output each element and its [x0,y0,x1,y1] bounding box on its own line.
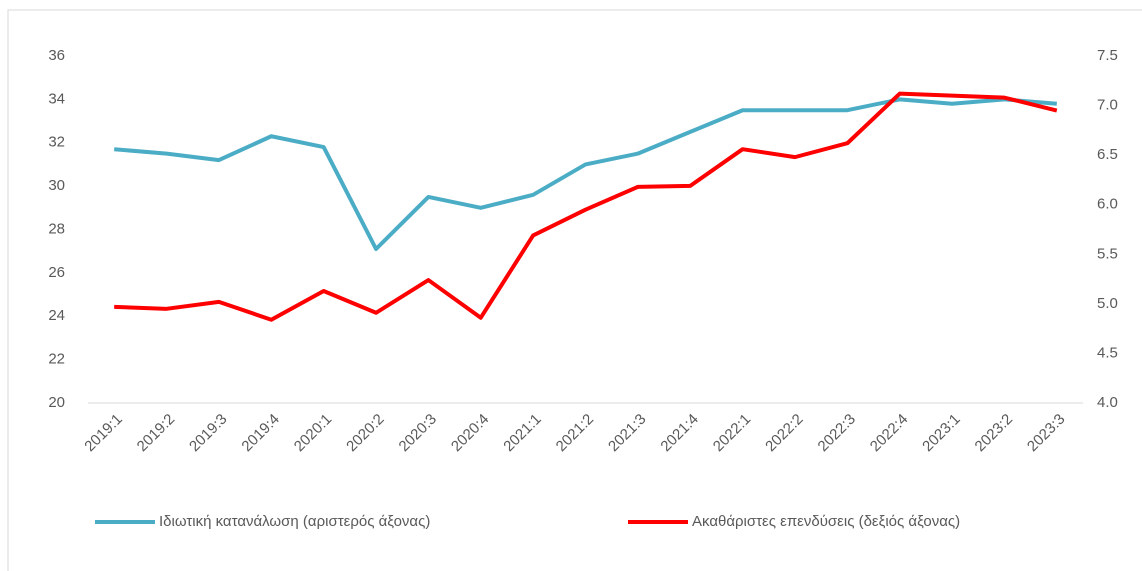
y-tick-label: 30 [48,177,65,194]
legend-label: Ιδιωτική κατανάλωση (αριστερός άξονας) [159,513,430,530]
y2-tick-label: 5.5 [1097,245,1118,262]
y-tick-label: 22 [48,351,65,368]
y2-tick-label: 6.5 [1097,146,1118,163]
y2-tick-label: 6.0 [1097,196,1118,213]
y2-tick-label: 7.0 [1097,97,1118,114]
y2-tick-label: 4.5 [1097,344,1118,361]
legend-label: Ακαθάριστες επενδύσεις (δεξιός άξονας) [692,513,960,530]
y-tick-label: 36 [48,47,65,64]
y2-tick-label: 5.0 [1097,295,1118,312]
series-line [114,97,1057,252]
y-tick-label: 28 [48,220,65,237]
chart-frame [7,9,1142,571]
y-tick-label: 24 [48,307,65,324]
y2-tick-label: 7.5 [1097,47,1118,64]
series-line [114,91,1058,322]
y-tick-label: 32 [48,134,65,151]
y2-tick-label: 4.0 [1097,394,1118,411]
y-tick-label: 20 [48,394,65,411]
y-tick-label: 26 [48,264,65,281]
y-tick-label: 34 [48,90,65,107]
